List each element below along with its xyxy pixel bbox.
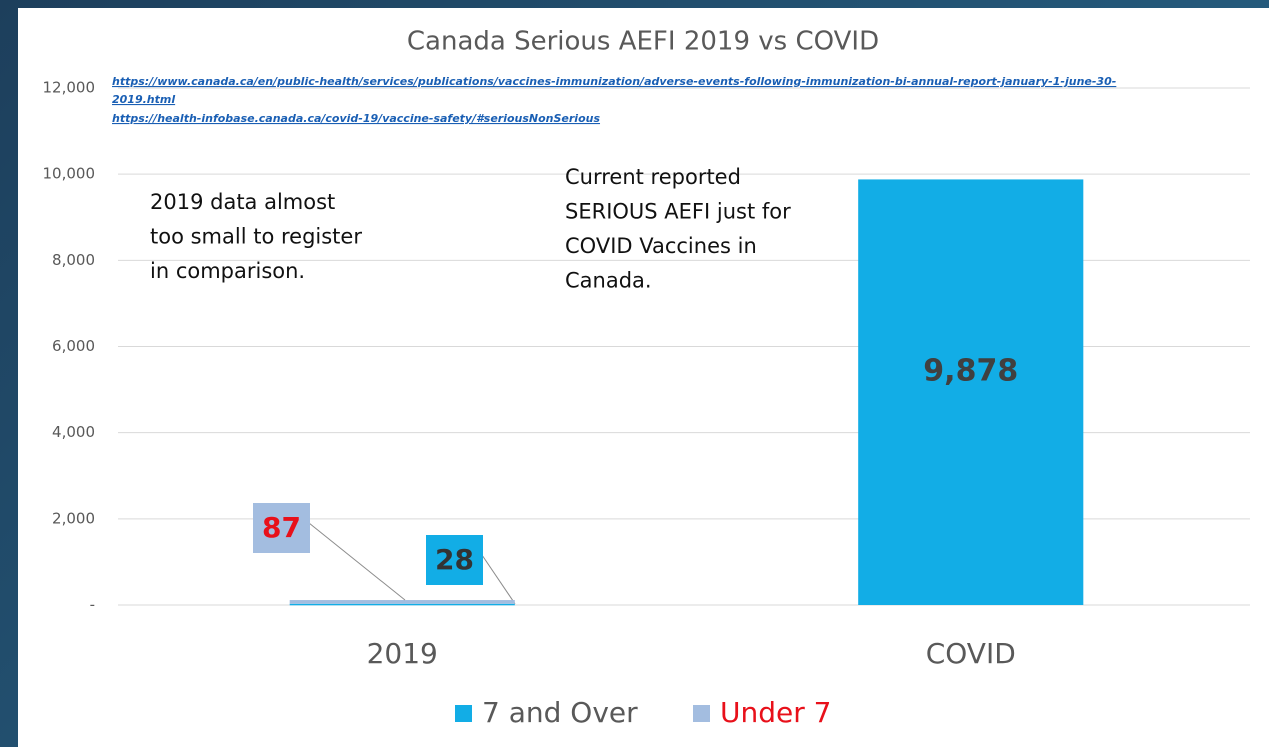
bar (289, 603, 515, 606)
annotation: COVID Vaccines in (565, 234, 757, 258)
value-label: 28 (435, 543, 474, 576)
annotation: too small to register (150, 225, 362, 249)
bar (289, 600, 515, 604)
value-label: 9,878 (923, 354, 1018, 389)
label-box (426, 535, 483, 585)
legend-label: Under 7 (720, 696, 831, 729)
legend-swatch (455, 705, 472, 722)
label-box (253, 503, 310, 553)
source-link: 2019.html (112, 93, 175, 106)
leader-line (481, 554, 516, 605)
y-tick-label: 8,000 (52, 251, 95, 269)
value-label: 87 (262, 511, 301, 544)
legend-label: 7 and Over (482, 696, 638, 729)
y-tick-label: 6,000 (52, 337, 95, 355)
x-tick-label: COVID (926, 637, 1016, 670)
annotation: in comparison. (150, 259, 305, 283)
leader-line (308, 522, 406, 601)
chart-title: Canada Serious AEFI 2019 vs COVID (407, 27, 879, 57)
annotation: 2019 data almost (150, 190, 335, 214)
sources: https://www.canada.ca/en/public-health/s… (112, 75, 1116, 125)
y-tick-label: 2,000 (52, 509, 95, 527)
y-tick-label: 12,000 (43, 79, 96, 97)
legend-swatch (693, 705, 710, 722)
y-tick-label: 10,000 (43, 165, 96, 183)
bar (858, 179, 1084, 605)
y-tick-label: 4,000 (52, 423, 95, 441)
y-tick-label: - (90, 596, 95, 614)
source-link: https://www.canada.ca/en/public-health/s… (112, 75, 1116, 88)
annotation: SERIOUS AEFI just for (565, 200, 791, 224)
source-link: https://health-infobase.canada.ca/covid-… (112, 112, 600, 125)
legend: 7 and Over Under 7 (455, 696, 831, 729)
x-tick-label: 2019 (367, 637, 438, 670)
annotation: Current reported (565, 165, 741, 189)
annotation: Canada. (565, 269, 652, 293)
